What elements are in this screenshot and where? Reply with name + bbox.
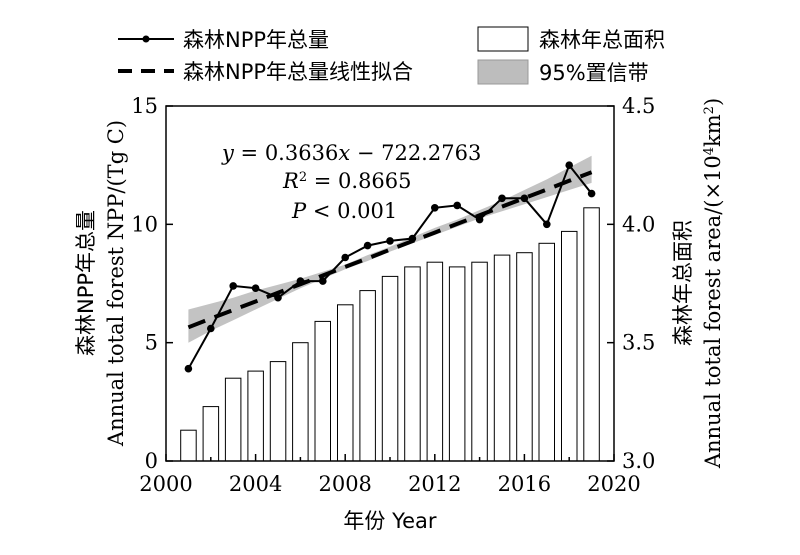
npp-point-2010: [386, 237, 394, 245]
y-right-tick-label: 3.5: [622, 331, 655, 355]
x-tick-label: 2012: [408, 472, 461, 496]
npp-point-2019: [587, 189, 596, 198]
npp-point-2016: [520, 194, 529, 203]
bar-series-area: [180, 207, 600, 462]
npp-point-2004: [251, 284, 260, 293]
bar-area-2017: [538, 242, 555, 462]
npp-point-2005: [274, 293, 282, 302]
bar-area-2015: [493, 254, 511, 462]
npp-point-2011: [408, 234, 417, 243]
x-axis: 2000 2004 2008 2012 2016 2020: [139, 454, 641, 496]
bar-area-2009: [359, 290, 376, 462]
fit-line: [187, 170, 593, 330]
confidence-band-polygon: [188, 155, 592, 343]
bar-area-2002: [202, 406, 220, 462]
y-left-tick-label: 5: [145, 331, 158, 355]
npp-point-2015: [498, 194, 506, 203]
y-right-tick-label: 4.0: [622, 212, 655, 236]
bar-area-2010: [381, 275, 399, 462]
bar-area-2007: [314, 320, 331, 462]
npp-point-2001: [184, 364, 193, 373]
bar-area-2014: [471, 261, 488, 462]
npp-point-2017: [543, 220, 551, 229]
legend-item-npp-line: 森林NPP年总量: [118, 28, 329, 52]
bar-area-2008: [337, 304, 354, 462]
npp-point-2014: [475, 215, 484, 224]
legend-item-band: 95%置信带: [477, 59, 649, 85]
npp-point-2007: [319, 277, 327, 285]
y-axis-left-label-en: Annual total forest NPP/(Tg C): [104, 120, 128, 447]
fit-line-series: [187, 170, 593, 330]
npp-point-2003: [229, 282, 237, 290]
y-axis-left-label-cn: 森林NPP年总量: [74, 210, 98, 356]
y-axis-right-label-cn: 森林年总面积: [671, 220, 695, 346]
legend: 森林NPP年总量 森林NPP年总量线性拟合 森林年总面积 95%置信带: [118, 26, 665, 85]
x-tick-label: 2000: [139, 472, 192, 496]
legend-item-area-bar: 森林年总面积: [477, 26, 665, 52]
bar-area-2001: [180, 429, 197, 462]
legend-label-npp: 森林NPP年总量: [183, 28, 329, 52]
y-right-tick-label: 3.0: [622, 449, 655, 473]
npp-point-2013: [453, 201, 462, 210]
x-axis-label: 年份 Year: [343, 509, 437, 533]
npp-point-2008: [341, 253, 350, 262]
bar-area-2011: [404, 266, 421, 462]
npp-point-2009: [363, 241, 372, 250]
npp-line-series: [184, 161, 596, 373]
y-axis-right: 3.0 3.5 4.0 4.5: [607, 94, 655, 473]
bar-area-2005: [269, 361, 287, 462]
y-axis-right-label: 森林年总面积 Annual total forest area/(×104km2…: [671, 98, 725, 469]
legend-label-area: 森林年总面积: [539, 28, 665, 52]
p-text: P < 0.001: [291, 199, 397, 223]
x-tick-label: 2004: [229, 472, 282, 496]
bar-area-2018: [561, 230, 578, 462]
legend-label-fit: 森林NPP年总量线性拟合: [183, 60, 413, 84]
npp-point-2012: [431, 204, 439, 212]
y-axis-right-label-en: Annual total forest area/(×104km2): [701, 98, 725, 469]
y-right-tick-label: 4.5: [622, 94, 655, 118]
bar-area-2016: [516, 252, 533, 462]
y-left-tick-label: 0: [145, 449, 158, 473]
y-left-tick-label: 10: [131, 212, 158, 236]
y-axis-left: 0 5 10 15: [131, 94, 173, 473]
x-tick-label: 2016: [498, 472, 551, 496]
bar-area-2019: [583, 207, 600, 462]
legend-item-fit-line: 森林NPP年总量线性拟合: [118, 60, 413, 84]
npp-point-2002: [207, 324, 215, 333]
npp-point-2006: [296, 277, 305, 285]
npp-point-2018: [565, 161, 573, 169]
bar-area-2004: [247, 370, 264, 462]
x-tick-label: 2020: [587, 472, 640, 496]
y-axis-left-label: 森林NPP年总量 Annual total forest NPP/(Tg C): [74, 120, 128, 447]
bar-area-2003: [224, 377, 242, 462]
bar-area-2013: [448, 266, 466, 462]
regression-annotation: y = 0.3636x − 722.2763 R2 = 0.8665 P < 0…: [221, 141, 481, 223]
r2-text: R2 = 0.8665: [282, 169, 412, 193]
y-left-tick-label: 15: [131, 94, 158, 118]
confidence-band: [188, 155, 592, 343]
bar-area-2012: [426, 261, 444, 462]
bar-area-2006: [292, 342, 309, 462]
legend-label-band: 95%置信带: [539, 61, 649, 85]
equation-text: y = 0.3636x − 722.2763: [221, 141, 481, 165]
x-tick-label: 2008: [318, 472, 371, 496]
